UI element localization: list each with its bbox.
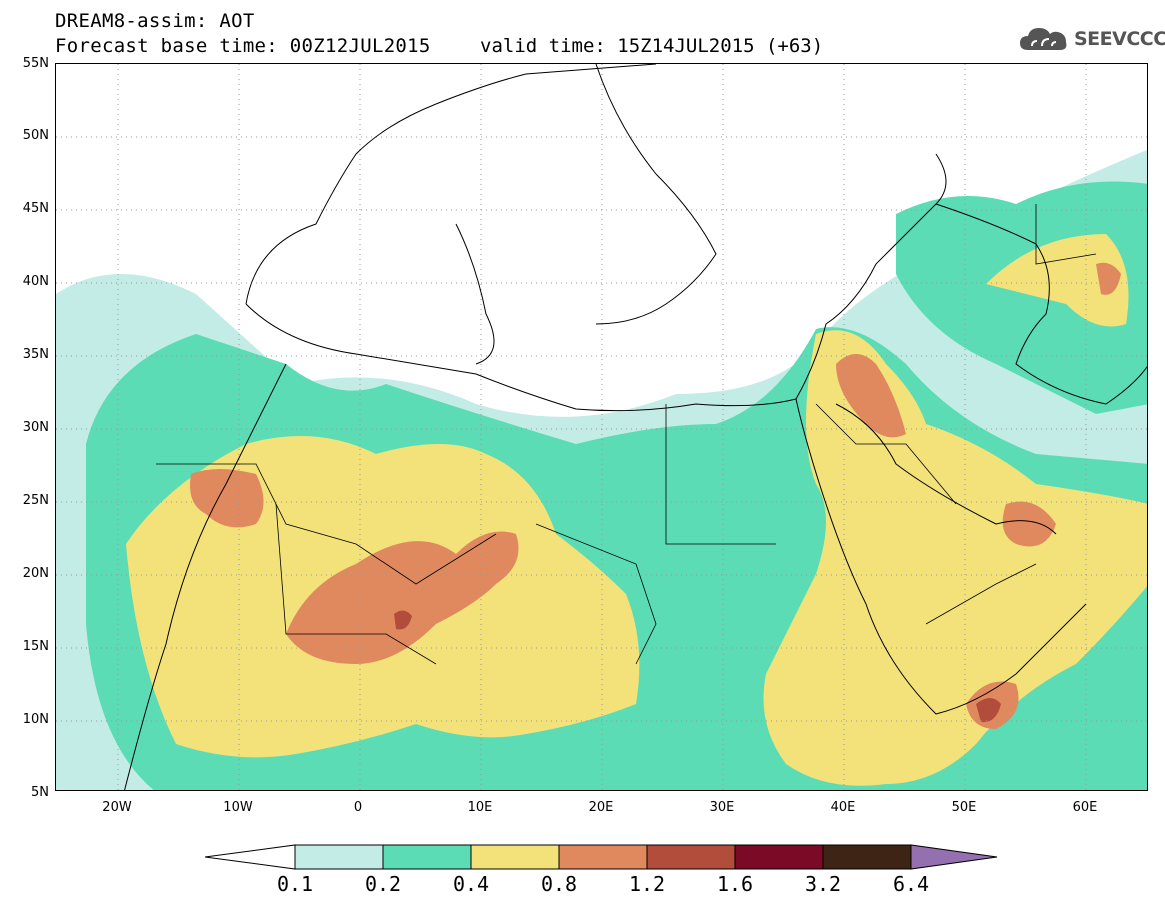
lon-label-40e: 40E <box>830 800 856 815</box>
aot-band-0-8 <box>190 262 1121 729</box>
valid-time: valid time: 15Z14JUL2015 (+63) <box>480 35 824 57</box>
colorbar-segment-0-2 <box>382 844 472 870</box>
colorbar-segment-3-2 <box>822 844 912 870</box>
lon-label-60e: 60E <box>1072 800 1098 815</box>
lat-label-30n: 30N <box>22 420 49 435</box>
colorbar-segment-0-8 <box>558 844 648 870</box>
forecast-base-time: Forecast base time: 00Z12JUL2015 <box>55 35 431 57</box>
lon-label-50e: 50E <box>951 800 977 815</box>
coastlines <box>124 64 1147 790</box>
colorbar-label-6-4: 6.4 <box>892 872 930 896</box>
lon-label-10w: 10W <box>223 800 253 815</box>
lon-label-30e: 30E <box>709 800 735 815</box>
lon-label-20e: 20E <box>588 800 614 815</box>
lon-label-20w: 20W <box>102 800 132 815</box>
country-borders <box>156 204 1097 665</box>
lat-label-45n: 45N <box>22 201 49 216</box>
map-panel <box>55 63 1148 791</box>
colorbar-label-1-6: 1.6 <box>716 872 754 896</box>
colorbar-upper-triangle <box>910 844 998 870</box>
graticule <box>56 64 1147 790</box>
aot-field-map <box>56 64 1147 790</box>
seevccc-logo: SEEVCCC <box>1018 24 1165 54</box>
colorbar-segment-0-4 <box>470 844 560 870</box>
colorbar-label-0-4: 0.4 <box>452 872 490 896</box>
colorbar-segment-0-1 <box>294 844 384 870</box>
cloud-icon <box>1020 28 1067 50</box>
lat-label-25n: 25N <box>22 493 49 508</box>
colorbar-label-3-2: 3.2 <box>804 872 842 896</box>
lat-label-55n: 55N <box>22 56 49 71</box>
lat-label-50n: 50N <box>22 128 49 143</box>
colorbar-label-0-8: 0.8 <box>540 872 578 896</box>
colorbar-lower-triangle <box>205 844 296 870</box>
lat-label-20n: 20N <box>22 566 49 581</box>
lon-label-0: 0 <box>353 800 363 815</box>
colorbar-segment-1-6 <box>734 844 824 870</box>
aot-band-1-2 <box>394 610 1001 723</box>
lat-label-10n: 10N <box>22 712 49 727</box>
colorbar-segment-1-2 <box>646 844 736 870</box>
colorbar-label-1-2: 1.2 <box>628 872 666 896</box>
colorbar <box>205 844 998 870</box>
colorbar-label-0-1: 0.1 <box>276 872 314 896</box>
lat-label-40n: 40N <box>22 274 49 289</box>
lat-label-15n: 15N <box>22 639 49 654</box>
lat-label-35n: 35N <box>22 347 49 362</box>
logo-text: SEEVCCC <box>1074 28 1165 50</box>
map-title: DREAM8-assim: AOT <box>55 10 255 32</box>
colorbar-label-0-2: 0.2 <box>364 872 402 896</box>
lat-label-5n: 5N <box>31 785 49 800</box>
lon-label-10e: 10E <box>467 800 493 815</box>
